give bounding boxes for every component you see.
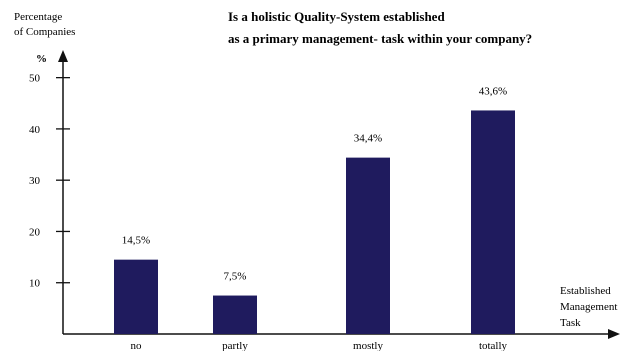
y-tick-label: 30 [29, 175, 41, 187]
bar-no [114, 259, 158, 334]
x-tick-label-partly: partly [222, 340, 248, 351]
x-axis-arrow [608, 329, 620, 339]
chart-subtitle: as a primary management- task within you… [228, 31, 532, 46]
x-axis-label-line-3: Task [560, 317, 581, 329]
data-label-totally: 43,6% [479, 85, 507, 97]
bars [114, 110, 515, 334]
y-axis-arrow [58, 50, 68, 62]
x-tick-label-no: no [131, 340, 143, 351]
bar-partly [213, 295, 257, 334]
data-labels: 14,5% 7,5% 34,4% 43,6% [122, 85, 507, 282]
bar-mostly [346, 157, 390, 334]
bar-totally [471, 110, 515, 334]
data-label-partly: 7,5% [224, 271, 247, 283]
y-axis-label-line-1: Percentage [14, 11, 62, 23]
y-tick-label: 20 [29, 226, 41, 238]
y-tick-label: 10 [29, 278, 41, 290]
data-label-mostly: 34,4% [354, 133, 382, 145]
x-tick-label-mostly: mostly [353, 340, 383, 351]
x-axis-label-line-2: Management [560, 301, 617, 313]
y-tick-label: 50 [29, 73, 41, 85]
chart-title: Is a holistic Quality-System established [228, 9, 445, 24]
y-axis-unit: % [36, 53, 47, 65]
y-tick-label: 40 [29, 124, 41, 136]
x-tick-labels: no partly mostly totally [131, 340, 508, 352]
data-label-no: 14,5% [122, 235, 150, 247]
x-tick-label-totally: totally [479, 340, 508, 351]
y-ticks: 10 20 30 40 50 [29, 73, 70, 290]
x-axis-label-line-1: Established [560, 285, 611, 297]
y-axis-label-line-2: of Companies [14, 26, 75, 38]
